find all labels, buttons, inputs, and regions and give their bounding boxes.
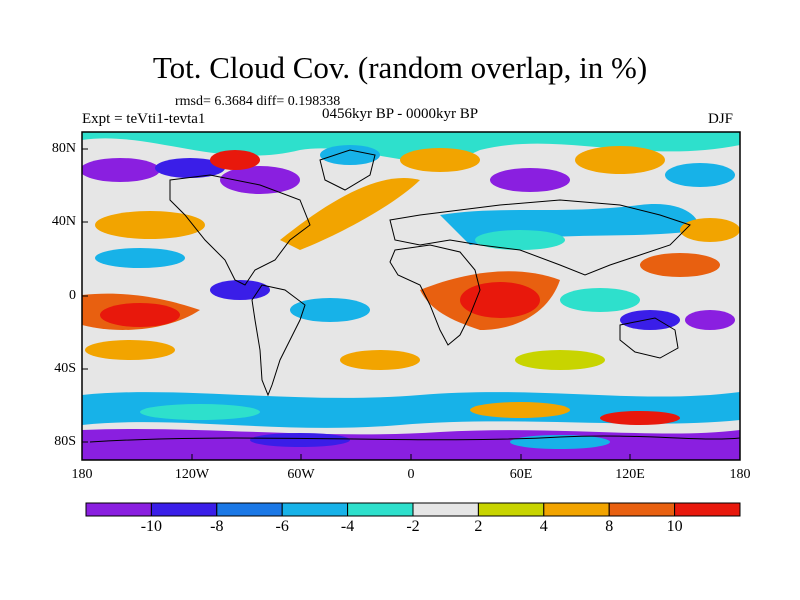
season-label: DJF: [708, 111, 734, 127]
field-patch: [95, 211, 205, 239]
lat-label-80s: 80S: [54, 434, 76, 449]
field-patch: [82, 392, 740, 428]
field-patch: [685, 310, 735, 330]
colorbar-label: -6: [275, 518, 289, 535]
field-patch: [600, 411, 680, 425]
lon-label-60e: 60E: [509, 467, 533, 482]
colorbar-swatch: [674, 502, 741, 517]
colorbar-label: 2: [474, 518, 483, 535]
coastline-eurasia: [389, 199, 691, 276]
coastline-australia: [619, 317, 679, 359]
experiment-label: Expt = teVti1-tevta1: [82, 111, 206, 127]
field-patch: [460, 282, 540, 318]
colorbar-swatch: [608, 502, 676, 517]
field-patch: [290, 298, 370, 322]
field-patch: [490, 168, 570, 192]
field-patch: [680, 218, 740, 242]
colorbar-label: -8: [210, 518, 224, 535]
colorbar-swatch: [477, 502, 545, 517]
coastline-africa: [389, 244, 481, 346]
lat-label-40n: 40N: [51, 214, 76, 229]
colorbar-label: -2: [406, 518, 420, 535]
field-patch: [515, 350, 605, 370]
field-patch: [95, 248, 185, 268]
coastline-north-america: [169, 174, 311, 286]
field-patch: [340, 350, 420, 370]
colorbar-swatch: [216, 502, 283, 517]
field-patch: [470, 402, 570, 418]
coastline-south-america: [251, 284, 306, 397]
field-patch: [155, 158, 225, 178]
field-patch: [220, 166, 300, 194]
colorbar-swatch: [412, 502, 479, 517]
lat-label-40s: 40S: [54, 361, 76, 376]
colorbar-swatch: [85, 502, 152, 517]
colorbar-label: -10: [140, 518, 163, 535]
coastlines: [89, 149, 740, 443]
map-title: Tot. Cloud Cov. (random overlap, in %): [152, 50, 648, 85]
anomaly-field: [82, 132, 740, 460]
lon-label-180w: 180: [71, 467, 93, 482]
colorbar-swatch: [347, 502, 414, 517]
field-patch: [140, 404, 260, 420]
coastline-greenland: [319, 149, 376, 191]
colorbar-label: -4: [340, 518, 355, 535]
field-patch: [82, 158, 160, 182]
lat-label-80n: 80N: [51, 141, 76, 156]
field-patch: [640, 253, 720, 277]
lon-label-0: 0: [407, 467, 415, 482]
field-patch: [400, 148, 480, 172]
lon-label-120e: 120E: [615, 467, 645, 482]
field-patch: [100, 303, 180, 327]
colorbar-swatch: [543, 502, 610, 517]
lon-label-120w: 120W: [174, 467, 210, 482]
colorbar-swatch: [150, 502, 218, 517]
field-patch: [320, 145, 380, 165]
field-patch: [210, 150, 260, 170]
lon-label-180e: 180: [729, 467, 751, 482]
field-patch: [85, 340, 175, 360]
field-patch: [250, 433, 350, 447]
colorbar-label: 4: [539, 518, 548, 535]
field-patch: [665, 163, 735, 187]
colorbar-label: 8: [605, 518, 614, 535]
axis-ticks: [81, 148, 741, 460]
colorbar-label: 10: [666, 518, 683, 535]
field-patch: [575, 146, 665, 174]
colorbar-swatch: [281, 502, 349, 517]
period-label: 0456kyr BP - 0000kyr BP: [322, 106, 479, 122]
coastline-antarctica: [89, 435, 740, 443]
lon-label-60w: 60W: [287, 467, 315, 482]
stats-line: rmsd= 6.3684 diff= 0.198338: [175, 94, 341, 109]
colorbar: [85, 502, 741, 517]
field-patch: [620, 310, 680, 330]
lat-label-0: 0: [69, 288, 76, 303]
field-patch: [560, 288, 640, 312]
field-patch: [475, 230, 565, 250]
field-patch: [280, 178, 420, 250]
